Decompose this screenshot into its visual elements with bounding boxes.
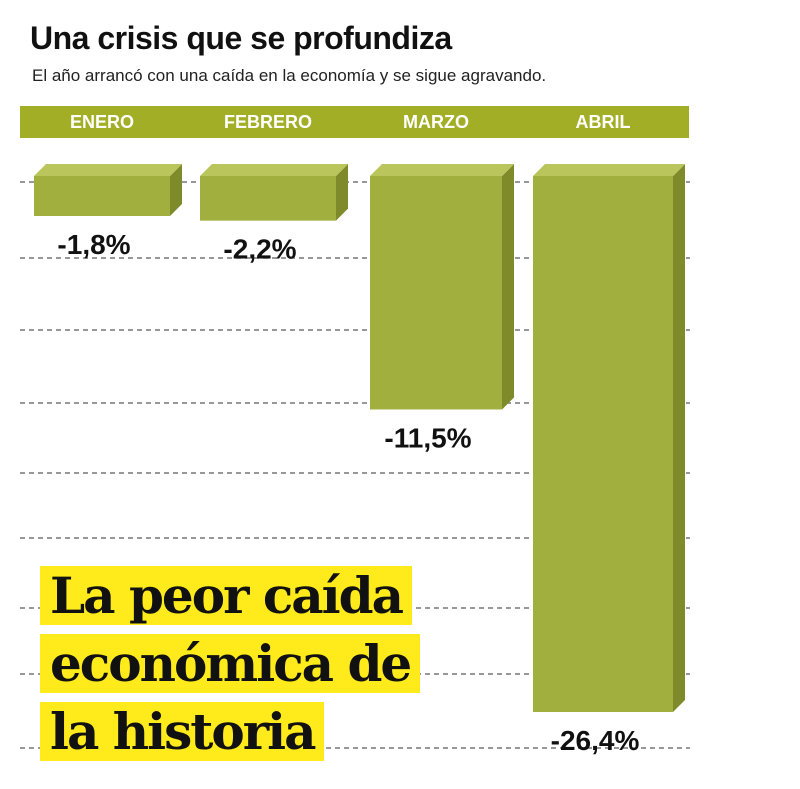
month-header-band: ENERO FEBRERO MARZO ABRIL bbox=[20, 106, 689, 138]
bar-febrero bbox=[200, 164, 348, 221]
month-label-enero: ENERO bbox=[69, 112, 135, 132]
month-label-febrero: FEBRERO bbox=[223, 112, 313, 132]
headline-line-2: económica de bbox=[40, 632, 421, 696]
headline-line-2-text: económica de bbox=[40, 634, 421, 693]
headline-line-1: La peor caída bbox=[40, 564, 413, 628]
bar-side-4 bbox=[673, 164, 685, 712]
month-label-marzo: MARZO bbox=[403, 112, 469, 132]
headline: La peor caída económica de la historia bbox=[40, 564, 476, 776]
headline-line-1-text: La peor caída bbox=[40, 566, 413, 625]
month-label-abril: ABRIL bbox=[575, 112, 631, 132]
chart-title: Una crisis que se profundiza bbox=[30, 20, 452, 56]
bar-side-3 bbox=[502, 164, 514, 410]
bar-top-2 bbox=[200, 164, 348, 176]
data-label-abril: -26,4% bbox=[551, 725, 640, 756]
bar-abril bbox=[533, 164, 685, 712]
bar-marzo bbox=[370, 164, 514, 410]
data-label-febrero: -2,2% bbox=[223, 234, 296, 265]
bar-side-1 bbox=[170, 164, 182, 216]
chart-subtitle: El año arrancó con una caída en la econo… bbox=[32, 66, 547, 85]
data-label-enero: -1,8% bbox=[57, 229, 130, 260]
data-label-marzo: -11,5% bbox=[384, 422, 471, 453]
headline-line-3-text: la historia bbox=[40, 702, 325, 761]
bar-top-3 bbox=[370, 164, 514, 176]
bar-top-1 bbox=[34, 164, 182, 176]
bar-front-3 bbox=[370, 176, 502, 410]
bar-enero bbox=[34, 164, 182, 216]
bar-front-4 bbox=[533, 176, 673, 712]
bar-front-2 bbox=[200, 176, 336, 221]
bar-side-2 bbox=[336, 164, 348, 221]
bar-top-4 bbox=[533, 164, 685, 176]
bar-front-1 bbox=[34, 176, 170, 216]
headline-line-3: la historia bbox=[40, 700, 325, 764]
